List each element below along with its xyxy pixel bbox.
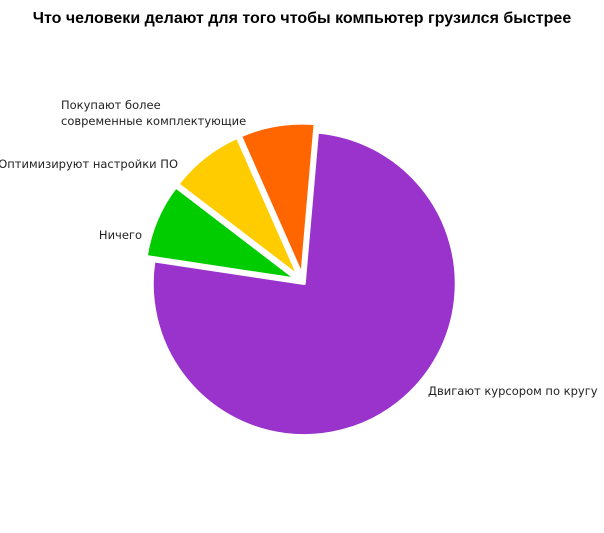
pie-slice-label-1: Ничего (99, 228, 142, 242)
pie-labels: Двигают курсором по кругу Ничего Оптимизир… (0, 98, 598, 398)
pie-slice-label-3: Покупают более современные комплектующие (61, 98, 246, 128)
pie-slice-label-0: Двигают курсором по кругу (428, 384, 598, 398)
pie-slice-3 (239, 121, 317, 277)
pie-slice-1 (144, 185, 299, 281)
pie-slice-label-2: Оптимизируют настройки ПО (0, 157, 178, 171)
chart-title: Что человеки делают для того чтобы компь… (32, 10, 572, 27)
pie-slice-2 (176, 135, 301, 278)
pie-slice-0 (150, 130, 458, 438)
pie-slices (144, 121, 458, 438)
